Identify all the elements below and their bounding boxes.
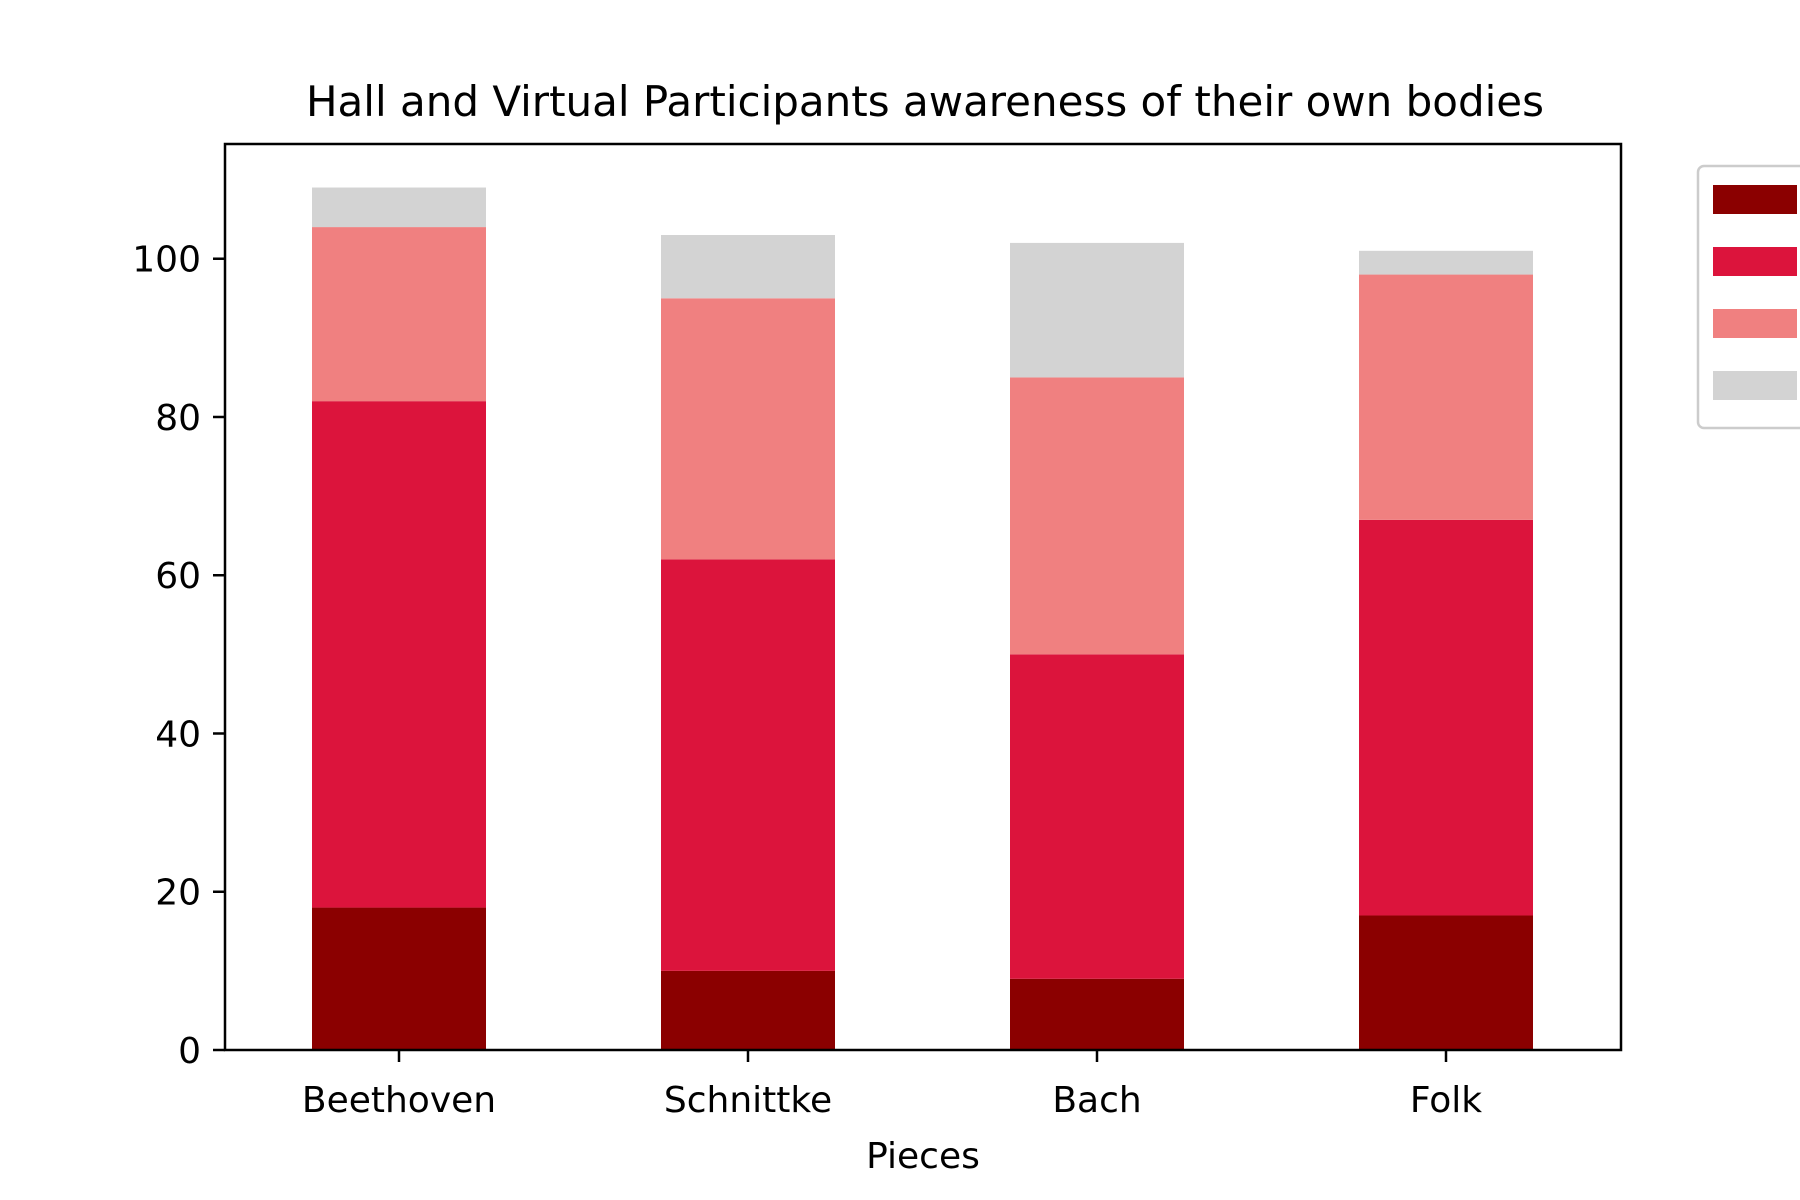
y-tick-label: 60 xyxy=(155,556,201,597)
y-tick-label: 20 xyxy=(155,873,201,914)
legend-swatch-series-3 xyxy=(1713,309,1797,338)
bar-segment-folk-series-2 xyxy=(1359,519,1533,916)
x-tick-label: Beethoven xyxy=(302,1080,496,1121)
bar-segment-beethoven-series-4 xyxy=(312,187,486,228)
x-axis: Beethoven Schnittke Bach Folk xyxy=(302,1050,1482,1121)
y-tick-label: 80 xyxy=(155,398,201,439)
bar-segment-schnittke-series-2 xyxy=(661,559,835,971)
y-tick-label: 0 xyxy=(178,1031,201,1072)
plot-frame xyxy=(223,142,1623,1052)
x-tick-label: Folk xyxy=(1410,1080,1482,1121)
bar-segment-folk-series-1 xyxy=(1359,915,1533,1050)
chart-title: Hall and Virtual Participants awareness … xyxy=(306,77,1544,126)
bars-layer xyxy=(312,187,1533,1050)
bar-segment-bach-series-1 xyxy=(1010,978,1184,1050)
y-tick-label: 40 xyxy=(155,714,201,755)
legend-swatch-series-4 xyxy=(1713,371,1797,400)
bar-segment-folk-series-3 xyxy=(1359,274,1533,520)
bar-segment-bach-series-4 xyxy=(1010,242,1184,378)
legend-swatch-series-1 xyxy=(1713,185,1797,214)
y-tick-label: 100 xyxy=(132,240,201,281)
legend-swatch-series-2 xyxy=(1713,247,1797,276)
x-axis-label: Pieces xyxy=(866,1136,980,1177)
legend-frame xyxy=(1696,164,1800,430)
x-tick-label: Schnittke xyxy=(664,1080,832,1121)
bar-segment-schnittke-series-4 xyxy=(661,234,835,299)
bar-segment-beethoven-series-3 xyxy=(312,227,486,402)
x-tick-label: Bach xyxy=(1052,1080,1141,1121)
bar-segment-beethoven-series-2 xyxy=(312,401,486,908)
bar-segment-folk-series-4 xyxy=(1359,250,1533,275)
legend xyxy=(1696,164,1800,430)
bar-segment-bach-series-2 xyxy=(1010,654,1184,979)
bar-segment-bach-series-3 xyxy=(1010,377,1184,655)
y-axis: 0 20 40 60 80 100 xyxy=(132,240,225,1072)
bar-segment-schnittke-series-1 xyxy=(661,970,835,1050)
bar-segment-schnittke-series-3 xyxy=(661,298,835,560)
bar-segment-beethoven-series-1 xyxy=(312,907,486,1050)
